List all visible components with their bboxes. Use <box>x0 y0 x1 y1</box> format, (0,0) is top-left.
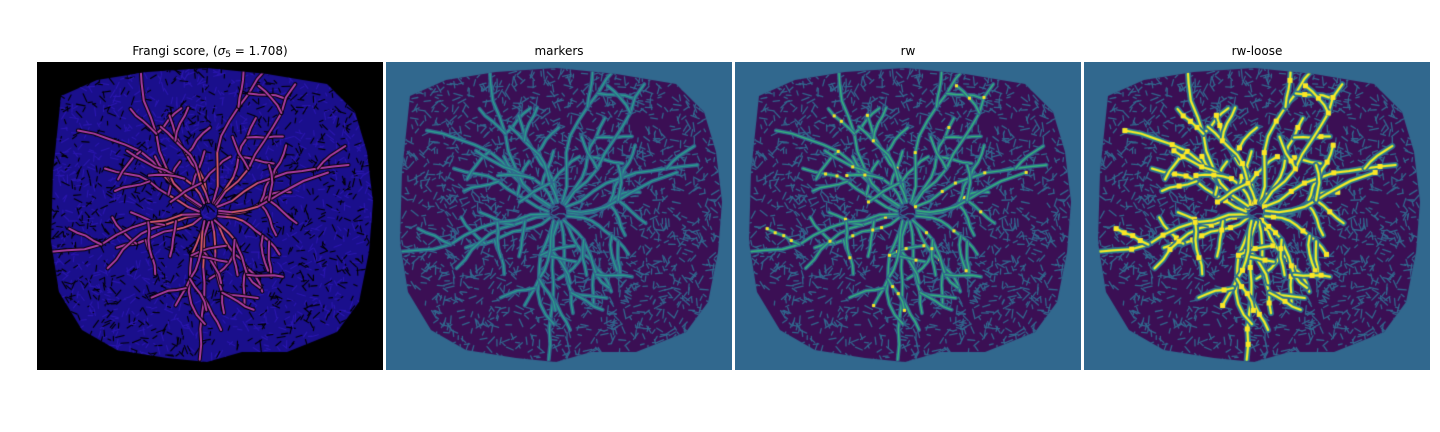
panel-rw-loose: rw-loose <box>1084 40 1430 370</box>
panel-title-frangi: Frangi score, (σ5 = 1.708) <box>132 44 288 60</box>
panel-title-markers: markers <box>534 44 584 58</box>
frangi-score-image <box>37 62 383 370</box>
panel-frangi: Frangi score, (σ5 = 1.708) <box>37 40 383 370</box>
panel-rw: rw <box>735 40 1081 370</box>
rw-loose-image <box>1084 62 1430 370</box>
panel-title-rw: rw <box>900 44 916 58</box>
rw-image <box>735 62 1081 370</box>
panel-title-rw-loose: rw-loose <box>1231 44 1283 58</box>
markers-image <box>386 62 732 370</box>
panel-markers: markers <box>386 40 732 370</box>
